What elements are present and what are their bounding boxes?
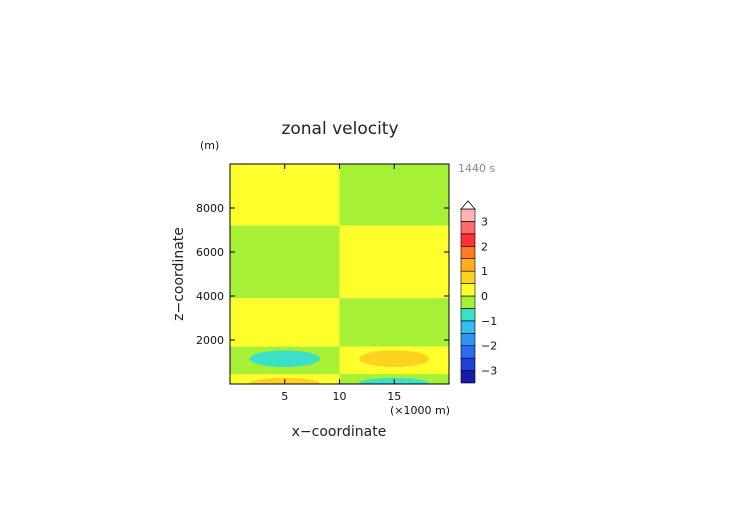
x-tick-label: 10 bbox=[333, 390, 347, 403]
x-axis-label: x−coordinate bbox=[292, 424, 387, 440]
colorbar-segment bbox=[460, 208, 476, 222]
contour-region-0 bbox=[230, 164, 340, 226]
contour-region-1 bbox=[230, 225, 340, 299]
y-tick-label: 8000 bbox=[196, 202, 224, 215]
x-unit-label: (×1000 m) bbox=[390, 404, 450, 417]
colorbar-tick-label: 0 bbox=[481, 290, 488, 303]
colorbar-segment bbox=[460, 233, 476, 247]
colorbar-segment bbox=[460, 332, 476, 347]
time-label: 1440 s bbox=[458, 162, 495, 175]
contour-region-7 bbox=[339, 298, 449, 347]
colorbar-segment bbox=[460, 357, 476, 371]
contour-cell-1 bbox=[359, 350, 430, 368]
x-tick-label: 5 bbox=[281, 390, 288, 403]
colorbar-segment bbox=[460, 245, 476, 260]
colorbar-segment bbox=[460, 270, 476, 284]
colorbar-segment bbox=[460, 370, 476, 384]
colorbar-extend-arrow bbox=[460, 200, 476, 210]
contour-region-5 bbox=[339, 164, 449, 226]
colorbar-tick-label: 1 bbox=[481, 265, 488, 278]
x-tick-label: 15 bbox=[387, 390, 401, 403]
colorbar-segment bbox=[460, 258, 476, 272]
colorbar: −3 −2 −1 0 1 2 3 bbox=[460, 200, 497, 384]
colorbar-tick-label: −1 bbox=[481, 315, 497, 328]
plot-area: 5 10 15 2000 4000 6000 8000 bbox=[196, 163, 450, 403]
colorbar-segment bbox=[460, 221, 476, 235]
colorbar-tick-label: 2 bbox=[481, 240, 488, 253]
colorbar-segment bbox=[460, 283, 476, 297]
contour-region-2 bbox=[230, 298, 340, 347]
colorbar-tick-label: −3 bbox=[481, 365, 497, 378]
chart-title: zonal velocity bbox=[281, 119, 398, 139]
contour-cell-0 bbox=[249, 350, 320, 368]
colorbar-segment bbox=[460, 320, 476, 334]
y-axis-label: z−coordinate bbox=[171, 227, 187, 321]
y-tick-label: 2000 bbox=[196, 334, 224, 347]
y-tick-label: 4000 bbox=[196, 290, 224, 303]
colorbar-segment bbox=[460, 308, 476, 322]
contour-region-6 bbox=[339, 225, 449, 299]
colorbar-tick-label: −2 bbox=[481, 340, 497, 353]
colorbar-segment bbox=[460, 345, 476, 359]
y-unit-label: (m) bbox=[200, 139, 219, 152]
colorbar-tick-label: 3 bbox=[481, 215, 488, 228]
y-tick-label: 6000 bbox=[196, 246, 224, 259]
colorbar-segment bbox=[460, 295, 476, 309]
